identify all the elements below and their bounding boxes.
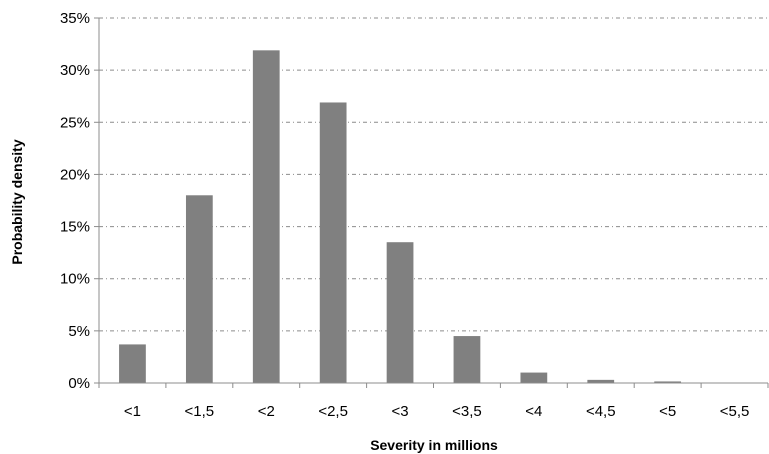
y-tick-label: 5% [68, 323, 90, 340]
bar [119, 344, 146, 383]
x-tick-label: <3 [391, 403, 408, 420]
y-tick-label: 20% [60, 166, 90, 183]
bar [654, 381, 682, 383]
x-tick-label: <2,5 [318, 403, 348, 420]
axes [98, 18, 769, 388]
bars [119, 50, 682, 383]
x-tick-label: <1 [124, 403, 141, 420]
y-tick-label: 35% [60, 10, 90, 27]
x-tick-label: <5,5 [720, 403, 750, 420]
x-tick-label: <2 [258, 403, 275, 420]
y-tick-labels: 0% 5% 10% 15% 20% 25% 30% 35% [60, 10, 90, 392]
bar [252, 50, 280, 383]
x-tick-label: <5 [659, 403, 676, 420]
x-tick-label: <4 [525, 403, 542, 420]
x-tick-label: <4,5 [586, 403, 616, 420]
bar [520, 372, 548, 383]
x-tick-label: <3,5 [452, 403, 482, 420]
y-axis-title: Probability density [9, 139, 25, 264]
x-axis-title: Severity in millions [370, 437, 498, 453]
bar [319, 102, 347, 383]
y-tick-label: 25% [60, 114, 90, 131]
x-tick-labels: <1 <1,5 <2 <2,5 <3 <3,5 <4 <4,5 <5 <5,5 [124, 403, 749, 420]
y-tick-label: 15% [60, 219, 90, 236]
y-tick-label: 30% [60, 62, 90, 79]
x-tick-label: <1,5 [185, 403, 215, 420]
bar [386, 242, 414, 383]
y-tick-label: 0% [68, 375, 90, 392]
bar [453, 336, 481, 383]
bar [185, 195, 213, 383]
bar [587, 379, 615, 383]
y-tick-label: 10% [60, 271, 90, 288]
